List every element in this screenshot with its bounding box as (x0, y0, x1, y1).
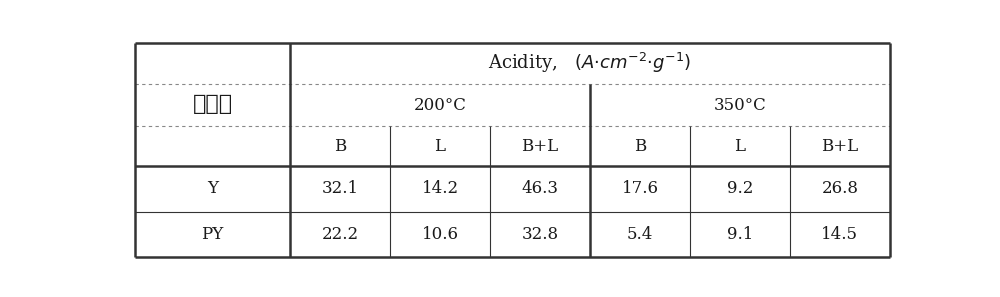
Text: 分子筛: 分子筛 (192, 94, 233, 114)
Text: 9.1: 9.1 (727, 226, 753, 243)
Text: Acidity,   $(A{\cdot}cm^{-2}{\cdot}g^{-1})$: Acidity, $(A{\cdot}cm^{-2}{\cdot}g^{-1})… (488, 51, 692, 75)
Text: 26.8: 26.8 (821, 180, 858, 197)
Text: 22.2: 22.2 (321, 226, 359, 243)
Text: B: B (334, 138, 346, 154)
Text: B: B (634, 138, 646, 154)
Text: B+L: B+L (821, 138, 858, 154)
Text: 5.4: 5.4 (627, 226, 653, 243)
Text: 14.2: 14.2 (421, 180, 459, 197)
Text: 32.8: 32.8 (521, 226, 559, 243)
Text: 10.6: 10.6 (422, 226, 459, 243)
Text: B+L: B+L (521, 138, 559, 154)
Text: Y: Y (207, 180, 218, 197)
Text: 46.3: 46.3 (521, 180, 558, 197)
Text: L: L (734, 138, 745, 154)
Text: 200°C: 200°C (414, 97, 466, 114)
Text: 350°C: 350°C (714, 97, 766, 114)
Text: 9.2: 9.2 (727, 180, 753, 197)
Text: 32.1: 32.1 (321, 180, 359, 197)
Text: 14.5: 14.5 (821, 226, 858, 243)
Text: 17.6: 17.6 (621, 180, 658, 197)
Text: L: L (435, 138, 446, 154)
Text: PY: PY (201, 226, 224, 243)
